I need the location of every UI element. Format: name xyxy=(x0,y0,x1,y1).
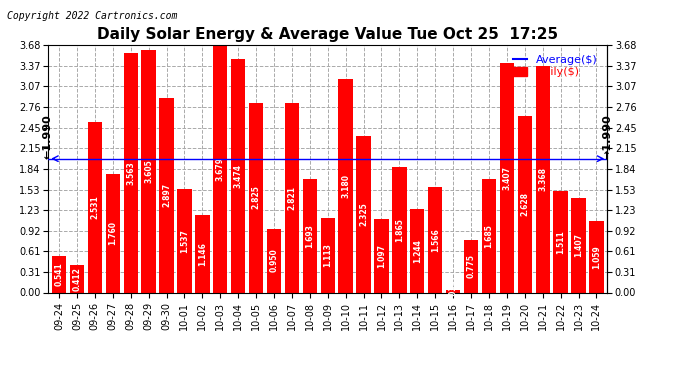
Text: 0.412: 0.412 xyxy=(72,267,81,291)
Text: 1.511: 1.511 xyxy=(556,230,565,254)
Bar xyxy=(231,59,246,292)
Bar xyxy=(357,136,371,292)
Text: 0.950: 0.950 xyxy=(270,249,279,272)
Bar xyxy=(88,122,102,292)
Text: 1.244: 1.244 xyxy=(413,239,422,262)
Text: 2.825: 2.825 xyxy=(252,186,261,210)
Text: 1.693: 1.693 xyxy=(306,224,315,248)
Text: 2.325: 2.325 xyxy=(359,202,368,226)
Text: 3.368: 3.368 xyxy=(538,167,547,191)
Text: 0.541: 0.541 xyxy=(55,262,63,286)
Text: 2.628: 2.628 xyxy=(520,192,529,216)
Text: 3.563: 3.563 xyxy=(126,161,135,184)
Text: ←1.990: ←1.990 xyxy=(43,114,53,159)
Bar xyxy=(464,240,478,292)
Text: Copyright 2022 Cartronics.com: Copyright 2022 Cartronics.com xyxy=(7,11,177,21)
Bar xyxy=(375,219,388,292)
Bar xyxy=(177,189,192,292)
Text: 3.180: 3.180 xyxy=(341,174,350,198)
Bar xyxy=(339,79,353,292)
Bar xyxy=(571,198,586,292)
Text: 2.821: 2.821 xyxy=(288,186,297,210)
Text: 1.685: 1.685 xyxy=(484,224,493,248)
Bar xyxy=(392,167,406,292)
Bar xyxy=(553,191,568,292)
Text: 0.035: 0.035 xyxy=(448,279,457,303)
Text: 3.407: 3.407 xyxy=(502,166,511,190)
Text: 3.474: 3.474 xyxy=(234,164,243,188)
Bar xyxy=(285,103,299,292)
Bar xyxy=(106,174,120,292)
Text: 1.059: 1.059 xyxy=(592,245,601,269)
Bar xyxy=(159,98,174,292)
Bar xyxy=(213,45,228,292)
Bar xyxy=(589,221,604,292)
Bar xyxy=(518,116,532,292)
Text: 3.605: 3.605 xyxy=(144,159,153,183)
Bar xyxy=(321,217,335,292)
Bar xyxy=(535,66,550,292)
Bar xyxy=(410,209,424,292)
Text: 1.566: 1.566 xyxy=(431,228,440,252)
Text: 1.760: 1.760 xyxy=(108,221,117,245)
Bar xyxy=(195,215,210,292)
Bar xyxy=(428,187,442,292)
Bar xyxy=(482,179,496,292)
Title: Daily Solar Energy & Average Value Tue Oct 25  17:25: Daily Solar Energy & Average Value Tue O… xyxy=(97,27,558,42)
Bar xyxy=(267,229,282,292)
Text: 0.775: 0.775 xyxy=(466,255,475,279)
Bar xyxy=(500,63,514,292)
Bar xyxy=(249,102,264,292)
Text: 2.531: 2.531 xyxy=(90,195,99,219)
Text: 1.537: 1.537 xyxy=(180,229,189,253)
Text: 3.679: 3.679 xyxy=(216,157,225,181)
Text: 1.407: 1.407 xyxy=(574,233,583,257)
Bar xyxy=(303,178,317,292)
Text: 1.113: 1.113 xyxy=(323,243,333,267)
Bar xyxy=(52,256,66,292)
Bar xyxy=(446,290,460,292)
Text: 1.865: 1.865 xyxy=(395,218,404,242)
Text: →1.990: →1.990 xyxy=(602,114,613,159)
Legend: Average($), Daily($): Average($), Daily($) xyxy=(509,51,602,82)
Text: 1.146: 1.146 xyxy=(198,242,207,266)
Text: 1.097: 1.097 xyxy=(377,244,386,268)
Bar xyxy=(141,50,156,292)
Bar xyxy=(124,53,138,292)
Text: 2.897: 2.897 xyxy=(162,183,171,207)
Bar xyxy=(70,265,84,292)
